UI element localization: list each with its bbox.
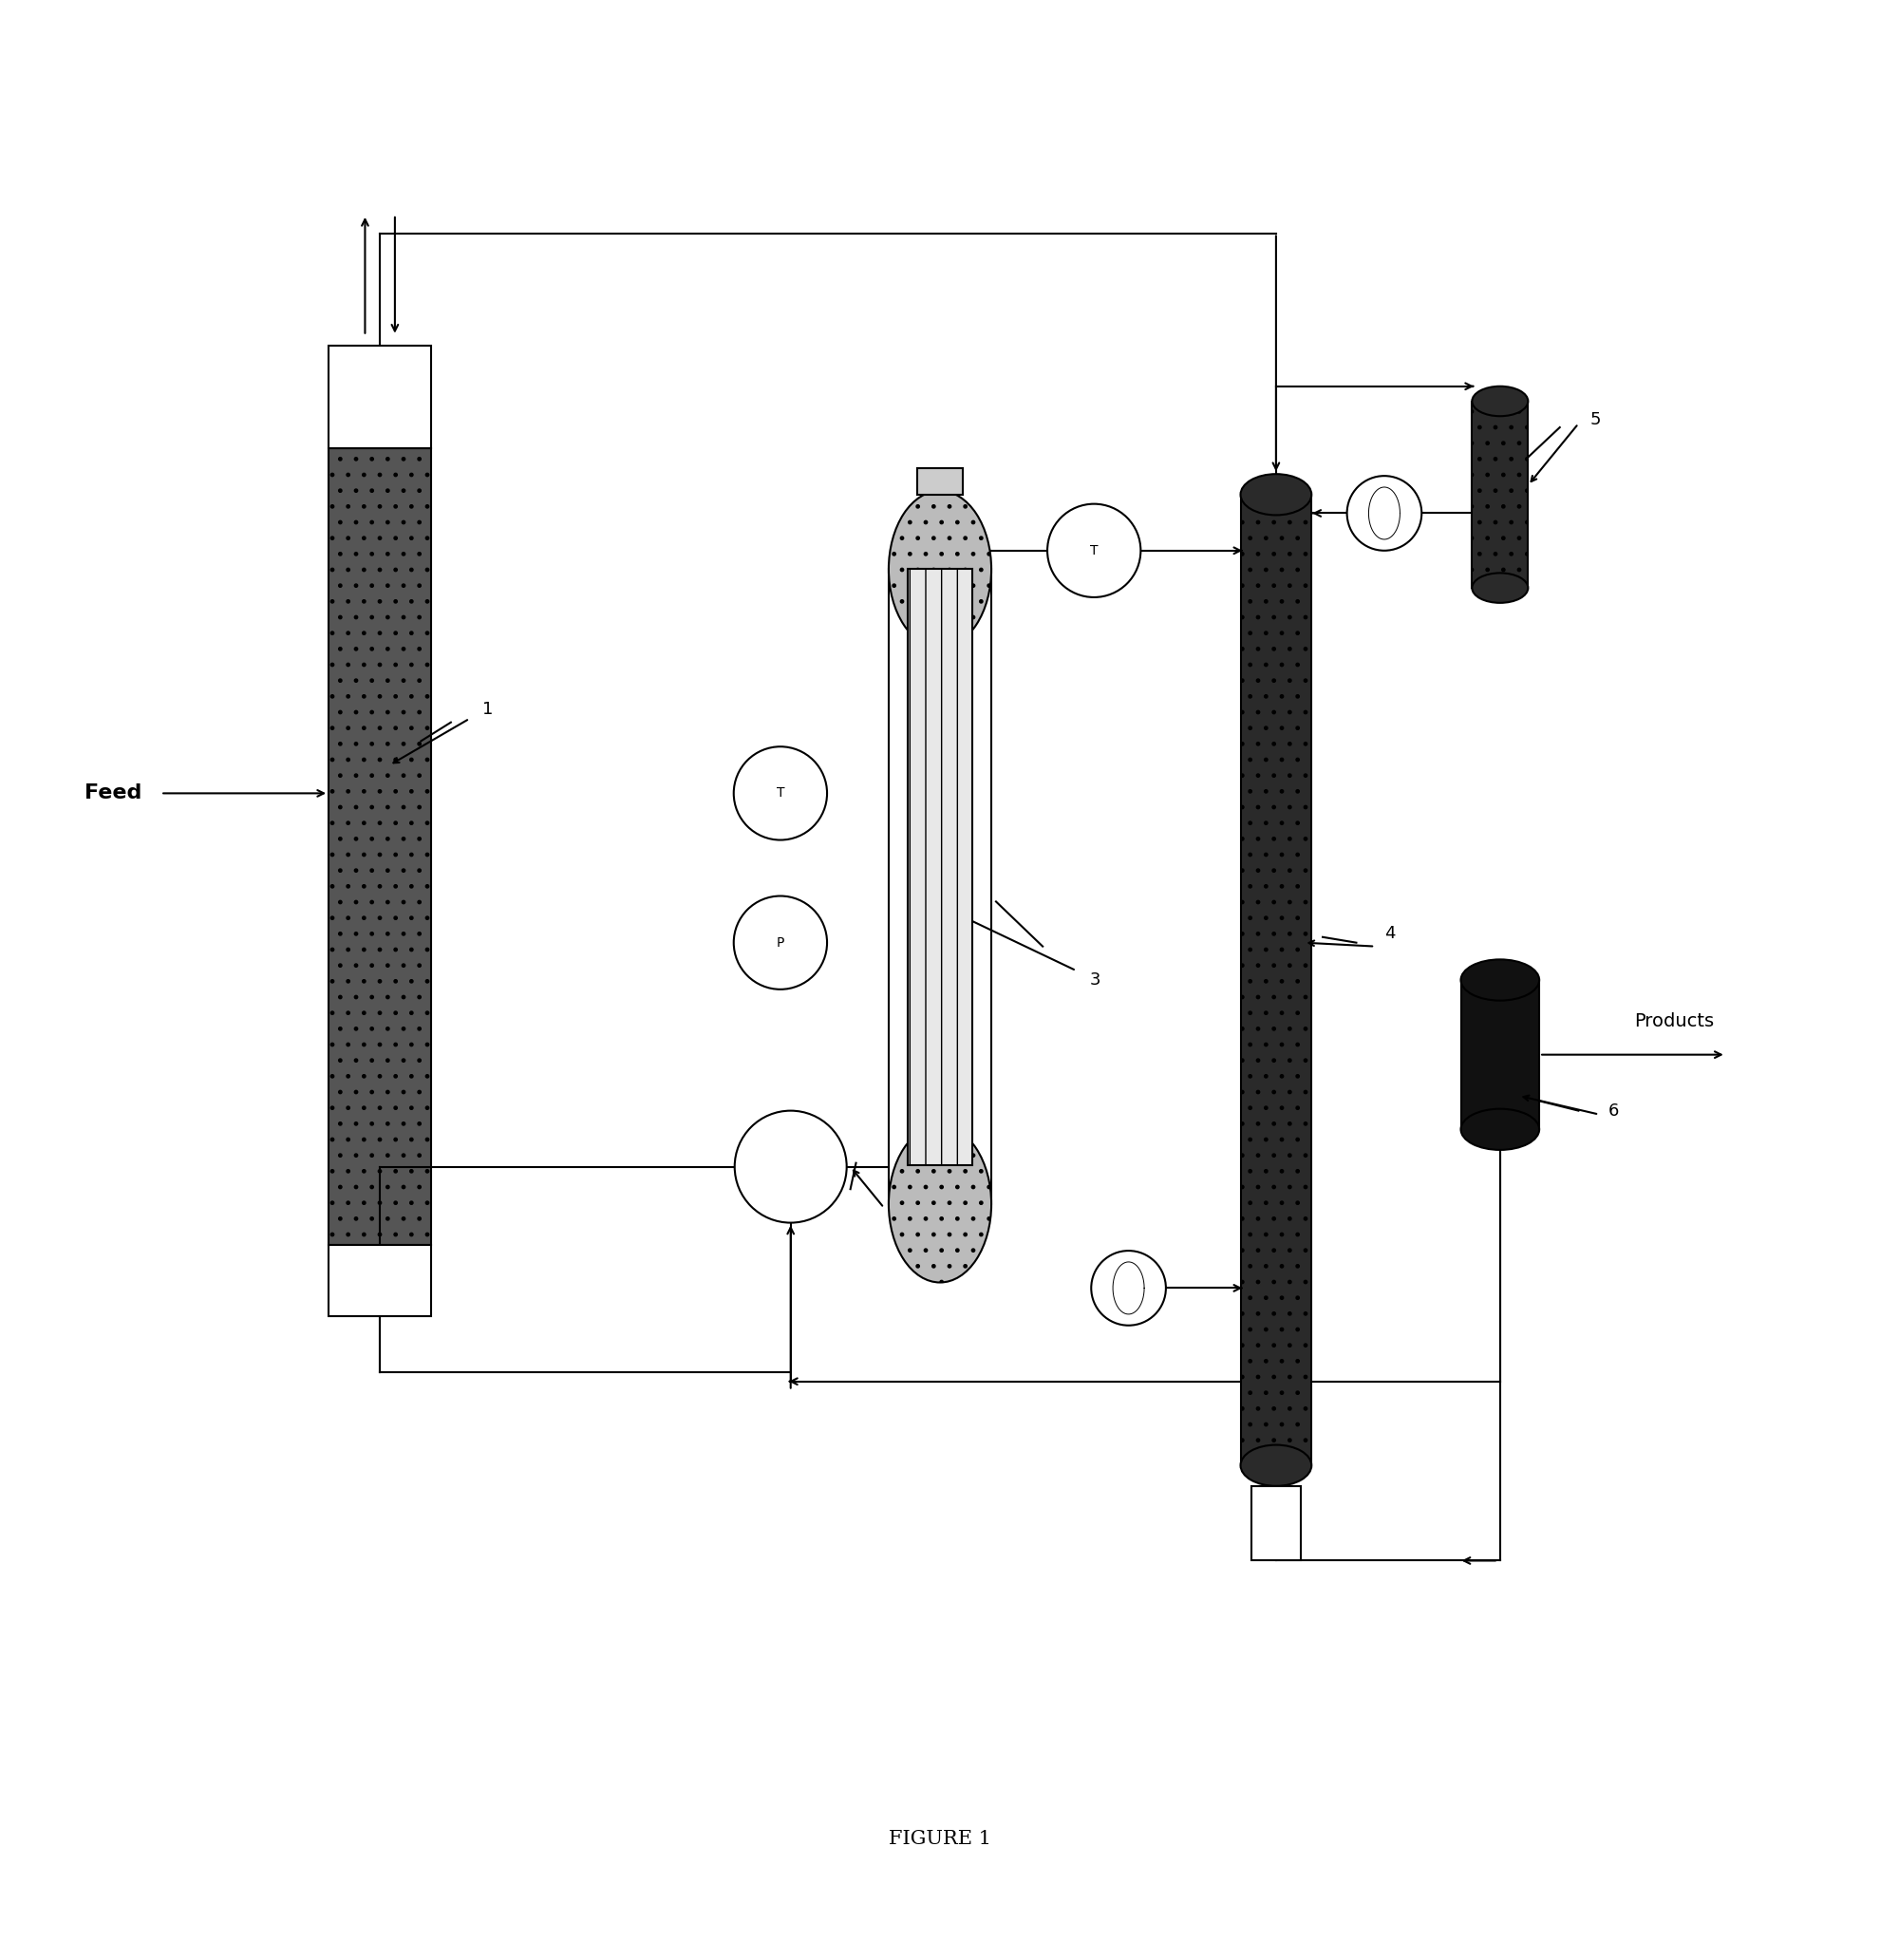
Ellipse shape (889, 490, 991, 647)
Text: T: T (1090, 545, 1098, 557)
Circle shape (1090, 1250, 1166, 1325)
Text: 2: 2 (893, 1205, 904, 1221)
Text: P: P (776, 937, 784, 949)
Bar (329, 449, 431, 1245)
Circle shape (733, 747, 827, 841)
Bar (329, 345, 431, 449)
Circle shape (735, 1111, 846, 1223)
Bar (1472, 402, 1528, 588)
Bar (1461, 980, 1540, 1129)
Ellipse shape (1461, 1109, 1540, 1151)
Text: FIGURE 1: FIGURE 1 (889, 1831, 991, 1848)
Bar (1241, 494, 1312, 1466)
Bar (329, 1245, 431, 1315)
Circle shape (1047, 504, 1141, 598)
Text: 4: 4 (1384, 925, 1395, 943)
Bar (1252, 1486, 1301, 1560)
Text: 5: 5 (1590, 412, 1600, 429)
Text: 6: 6 (1607, 1102, 1619, 1119)
Ellipse shape (889, 1125, 991, 1282)
Bar (889, 568, 991, 1203)
Text: T: T (776, 786, 784, 800)
Circle shape (733, 896, 827, 990)
Bar (908, 568, 972, 1164)
Ellipse shape (1241, 474, 1312, 515)
Text: 3: 3 (1089, 972, 1100, 988)
Text: Feed: Feed (85, 784, 141, 804)
Ellipse shape (1461, 960, 1540, 1000)
Ellipse shape (1472, 386, 1528, 416)
Bar (917, 468, 963, 494)
Text: Products: Products (1634, 1011, 1715, 1031)
Bar (329, 449, 431, 1245)
Text: 1: 1 (483, 702, 493, 717)
Circle shape (1346, 476, 1421, 551)
Ellipse shape (1472, 572, 1528, 604)
Ellipse shape (1241, 1445, 1312, 1486)
